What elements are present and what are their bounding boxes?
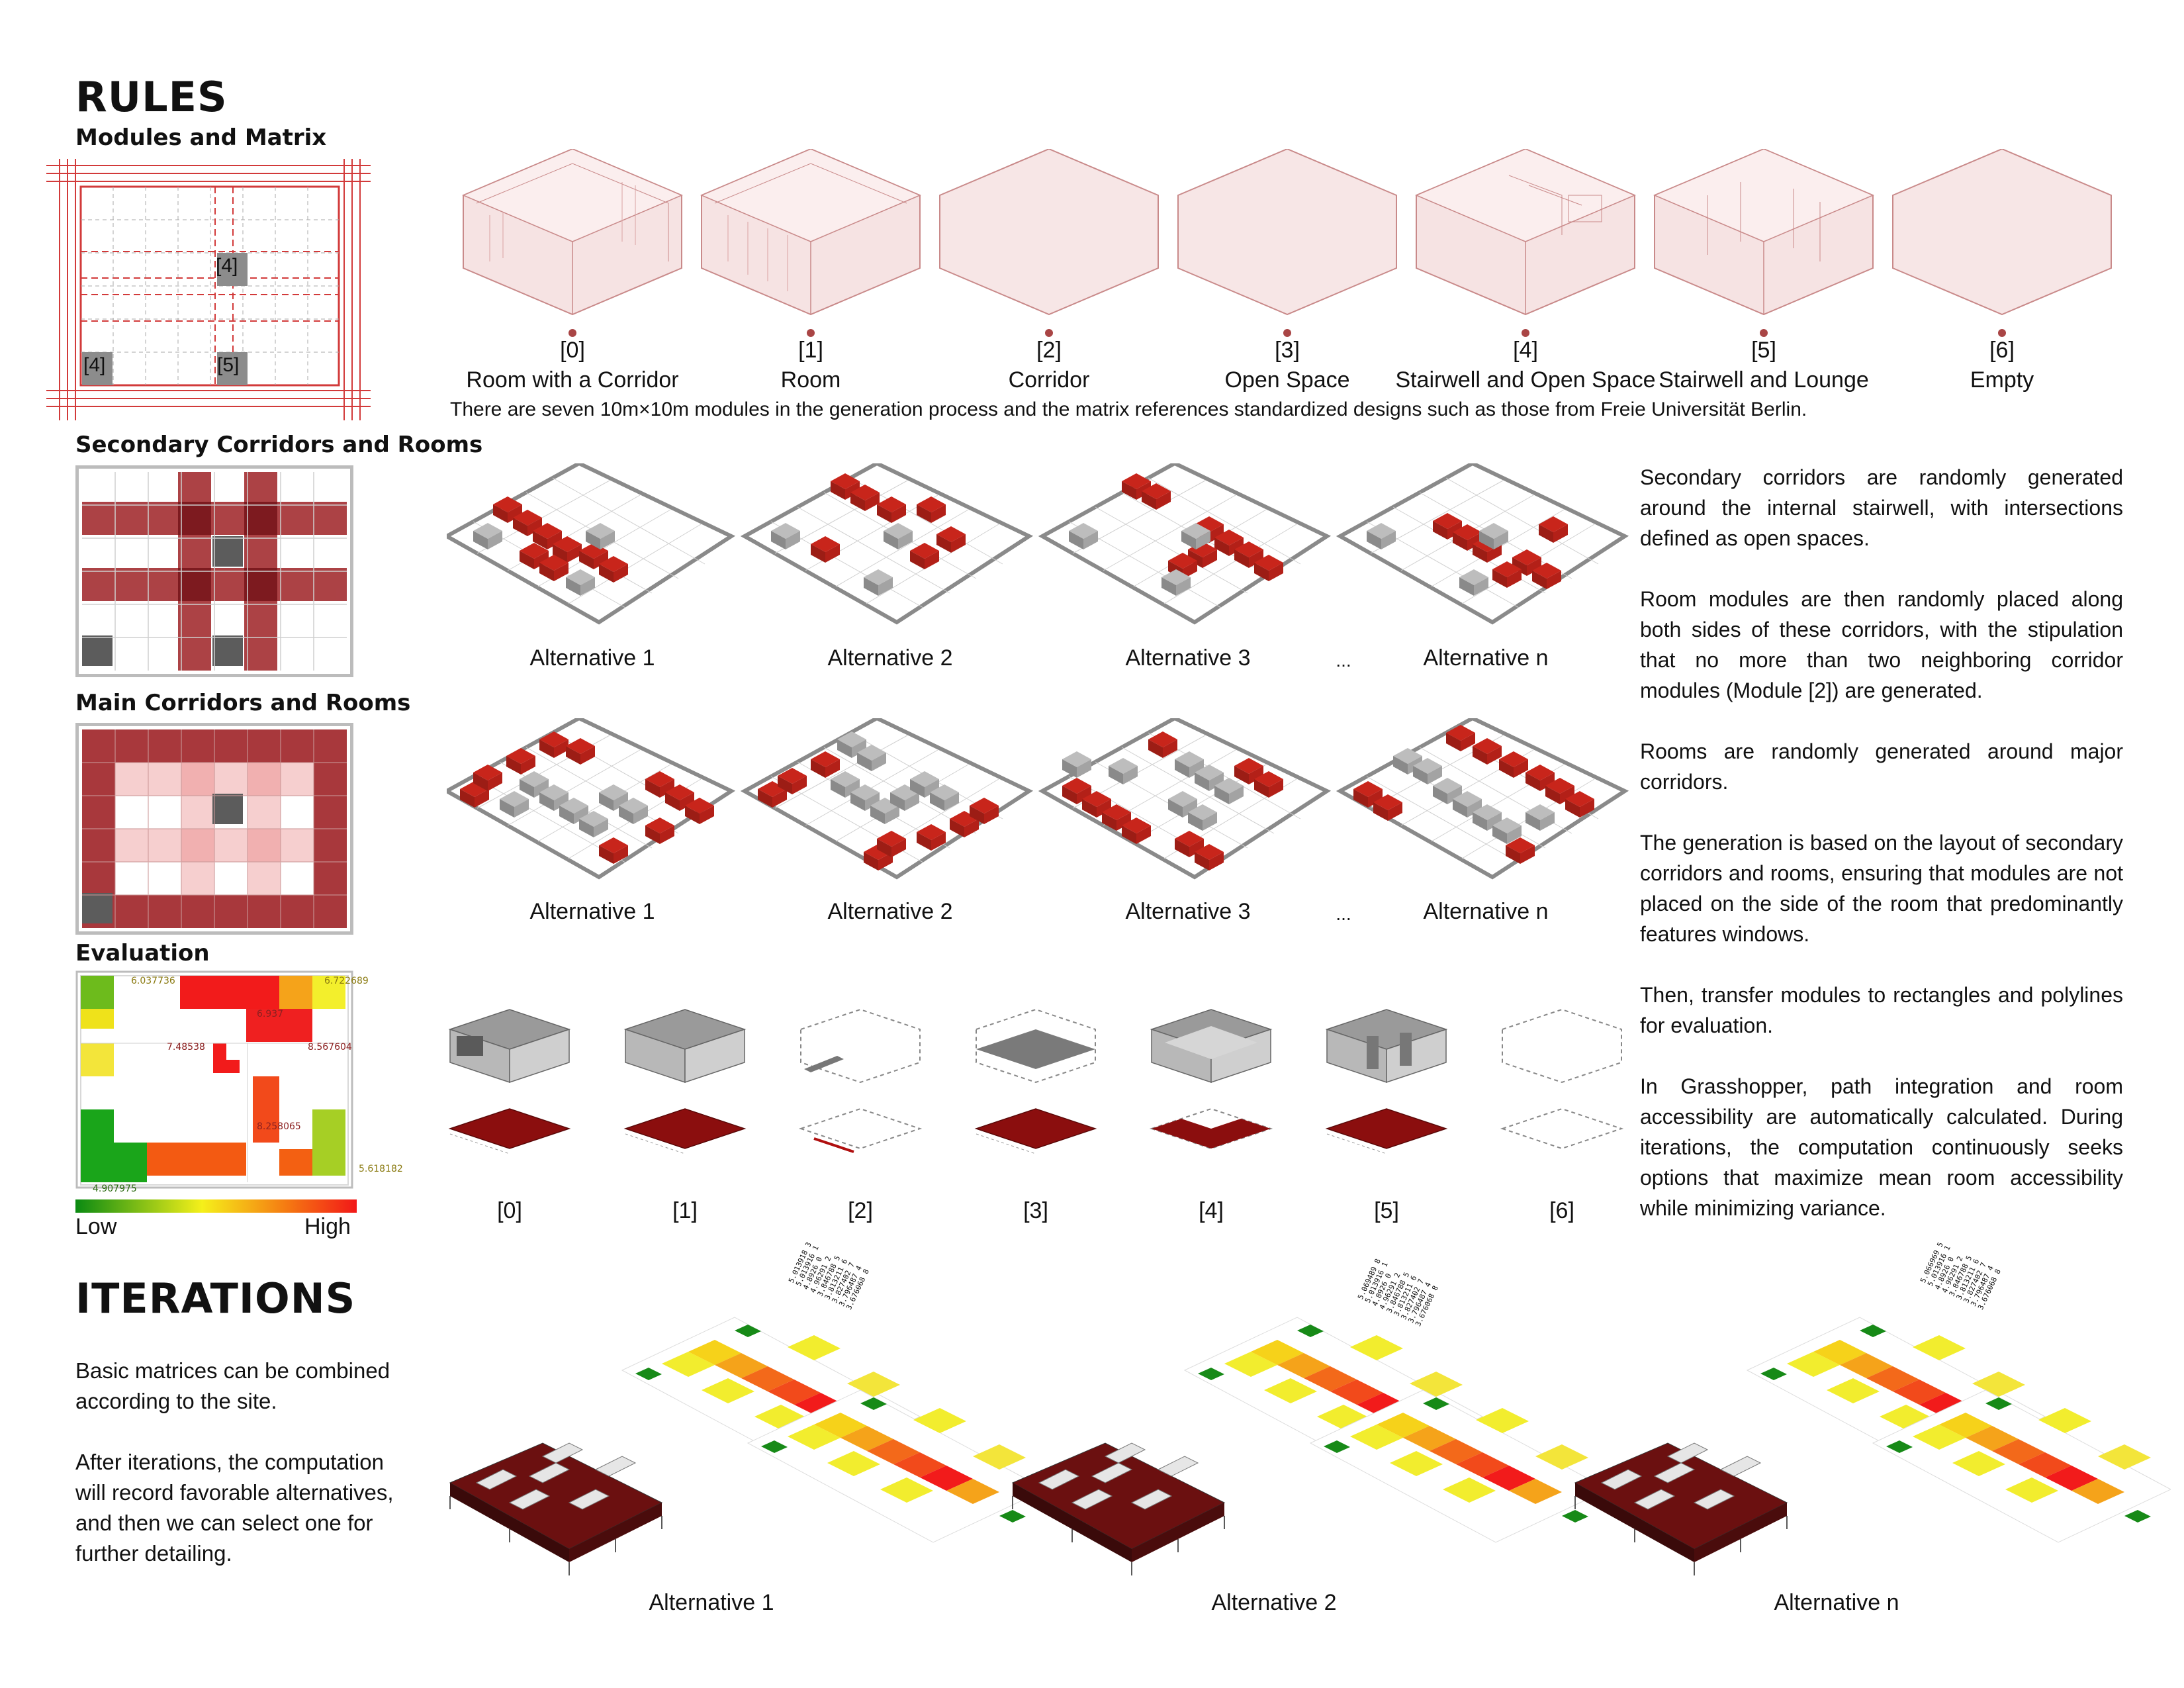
eval-index: [6]: [1549, 1198, 1574, 1223]
alternative-label: Alternative 1: [529, 645, 655, 671]
alternative-label: Alternative 3: [1125, 645, 1251, 671]
iterations-p2: After iterations, the computation will r…: [75, 1450, 394, 1566]
eval-index: [2]: [848, 1198, 873, 1223]
description-p6: In Grasshopper, path integration and roo…: [1640, 1074, 2123, 1220]
eval-index: [4]: [1199, 1198, 1224, 1223]
description-p3: Rooms are randomly generated around majo…: [1640, 739, 2123, 794]
legend-gradient: [75, 1199, 357, 1213]
description-p1: Secondary corridors are randomly generat…: [1640, 465, 2123, 550]
eval-index: [1]: [672, 1198, 698, 1223]
description-p4: The generation is based on the layout of…: [1640, 831, 2123, 946]
iterations-p1: Basic matrices can be combined according…: [75, 1358, 390, 1413]
alternative-label: Alternative 2: [827, 645, 953, 671]
evaluation-heatmap: [75, 970, 353, 1189]
modules-caption: There are seven 10m×10m modules in the g…: [450, 399, 1807, 420]
modules-matrix: [46, 159, 371, 420]
eval-index: [5]: [1374, 1198, 1399, 1223]
module-name: Room with a Corridor: [466, 367, 679, 393]
alternative-label: Alternative 1: [529, 899, 655, 924]
eval-value: 5.618182: [359, 1164, 403, 1174]
main-heading: Main Corridors and Rooms: [75, 690, 411, 716]
module-name: Stairwell and Lounge: [1659, 367, 1869, 393]
secondary-heading: Secondary Corridors and Rooms: [75, 432, 483, 458]
matrix-label: [4]: [216, 255, 238, 277]
module-index: [6]: [1989, 338, 2015, 363]
eval-value: 6.937: [257, 1009, 284, 1019]
modules-heading: Modules and Matrix: [75, 124, 327, 151]
ellipsis: ...: [1336, 904, 1351, 924]
eval-value: 8.567604: [308, 1042, 352, 1053]
module-name: Stairwell and Open Space: [1395, 367, 1656, 393]
iteration-alternatives: [449, 1317, 2171, 1576]
alternative-label: Alternative 3: [1125, 899, 1251, 924]
description: Secondary corridors are randomly generat…: [1640, 462, 2123, 1254]
iteration-alternative-label: Alternative 1: [649, 1590, 774, 1615]
module-name: Corridor: [1008, 367, 1090, 393]
evaluation-modules: [449, 1009, 1622, 1154]
alternative-label: Alternative n: [1423, 899, 1549, 924]
eval-value: 4.907975: [93, 1184, 137, 1194]
iterations-title: ITERATIONS: [75, 1274, 356, 1323]
module-index: [3]: [1275, 338, 1300, 363]
module-index: [5]: [1751, 338, 1776, 363]
rules-title: RULES: [75, 73, 228, 121]
iterations-text: Basic matrices can be combined according…: [75, 1356, 420, 1599]
eval-value: 7.48538: [167, 1042, 205, 1053]
alternative-label: Alternative 2: [827, 899, 953, 924]
module-name: Empty: [1970, 367, 2034, 393]
matrix-label: [5]: [217, 354, 240, 376]
eval-value: 6.037736: [131, 976, 175, 986]
evaluation-heading: Evaluation: [75, 940, 210, 966]
alternative-label: Alternative n: [1423, 645, 1549, 671]
eval-value: 8.258065: [257, 1121, 301, 1132]
module-index: [2]: [1036, 338, 1062, 363]
iteration-alternative-label: Alternative n: [1774, 1590, 1899, 1615]
main-matrix: [75, 723, 353, 935]
eval-index: [3]: [1023, 1198, 1048, 1223]
secondary-matrix: [75, 465, 353, 677]
module-name: Open Space: [1224, 367, 1350, 393]
module-isometrics: [463, 149, 2112, 337]
description-p2: Room modules are then randomly placed al…: [1640, 587, 2123, 702]
legend-low: Low: [75, 1214, 117, 1239]
module-index: [1]: [798, 338, 823, 363]
eval-index: [0]: [497, 1198, 522, 1223]
eval-value: 6.722689: [324, 976, 369, 986]
iteration-alternative-label: Alternative 2: [1211, 1590, 1337, 1615]
module-index: [4]: [1513, 338, 1538, 363]
matrix-label: [4]: [83, 354, 106, 376]
module-index: [0]: [560, 338, 585, 363]
ellipsis: ...: [1336, 650, 1351, 671]
legend-high: High: [304, 1214, 351, 1239]
description-p5: Then, transfer modules to rectangles and…: [1640, 983, 2123, 1037]
module-name: Room: [780, 367, 841, 393]
